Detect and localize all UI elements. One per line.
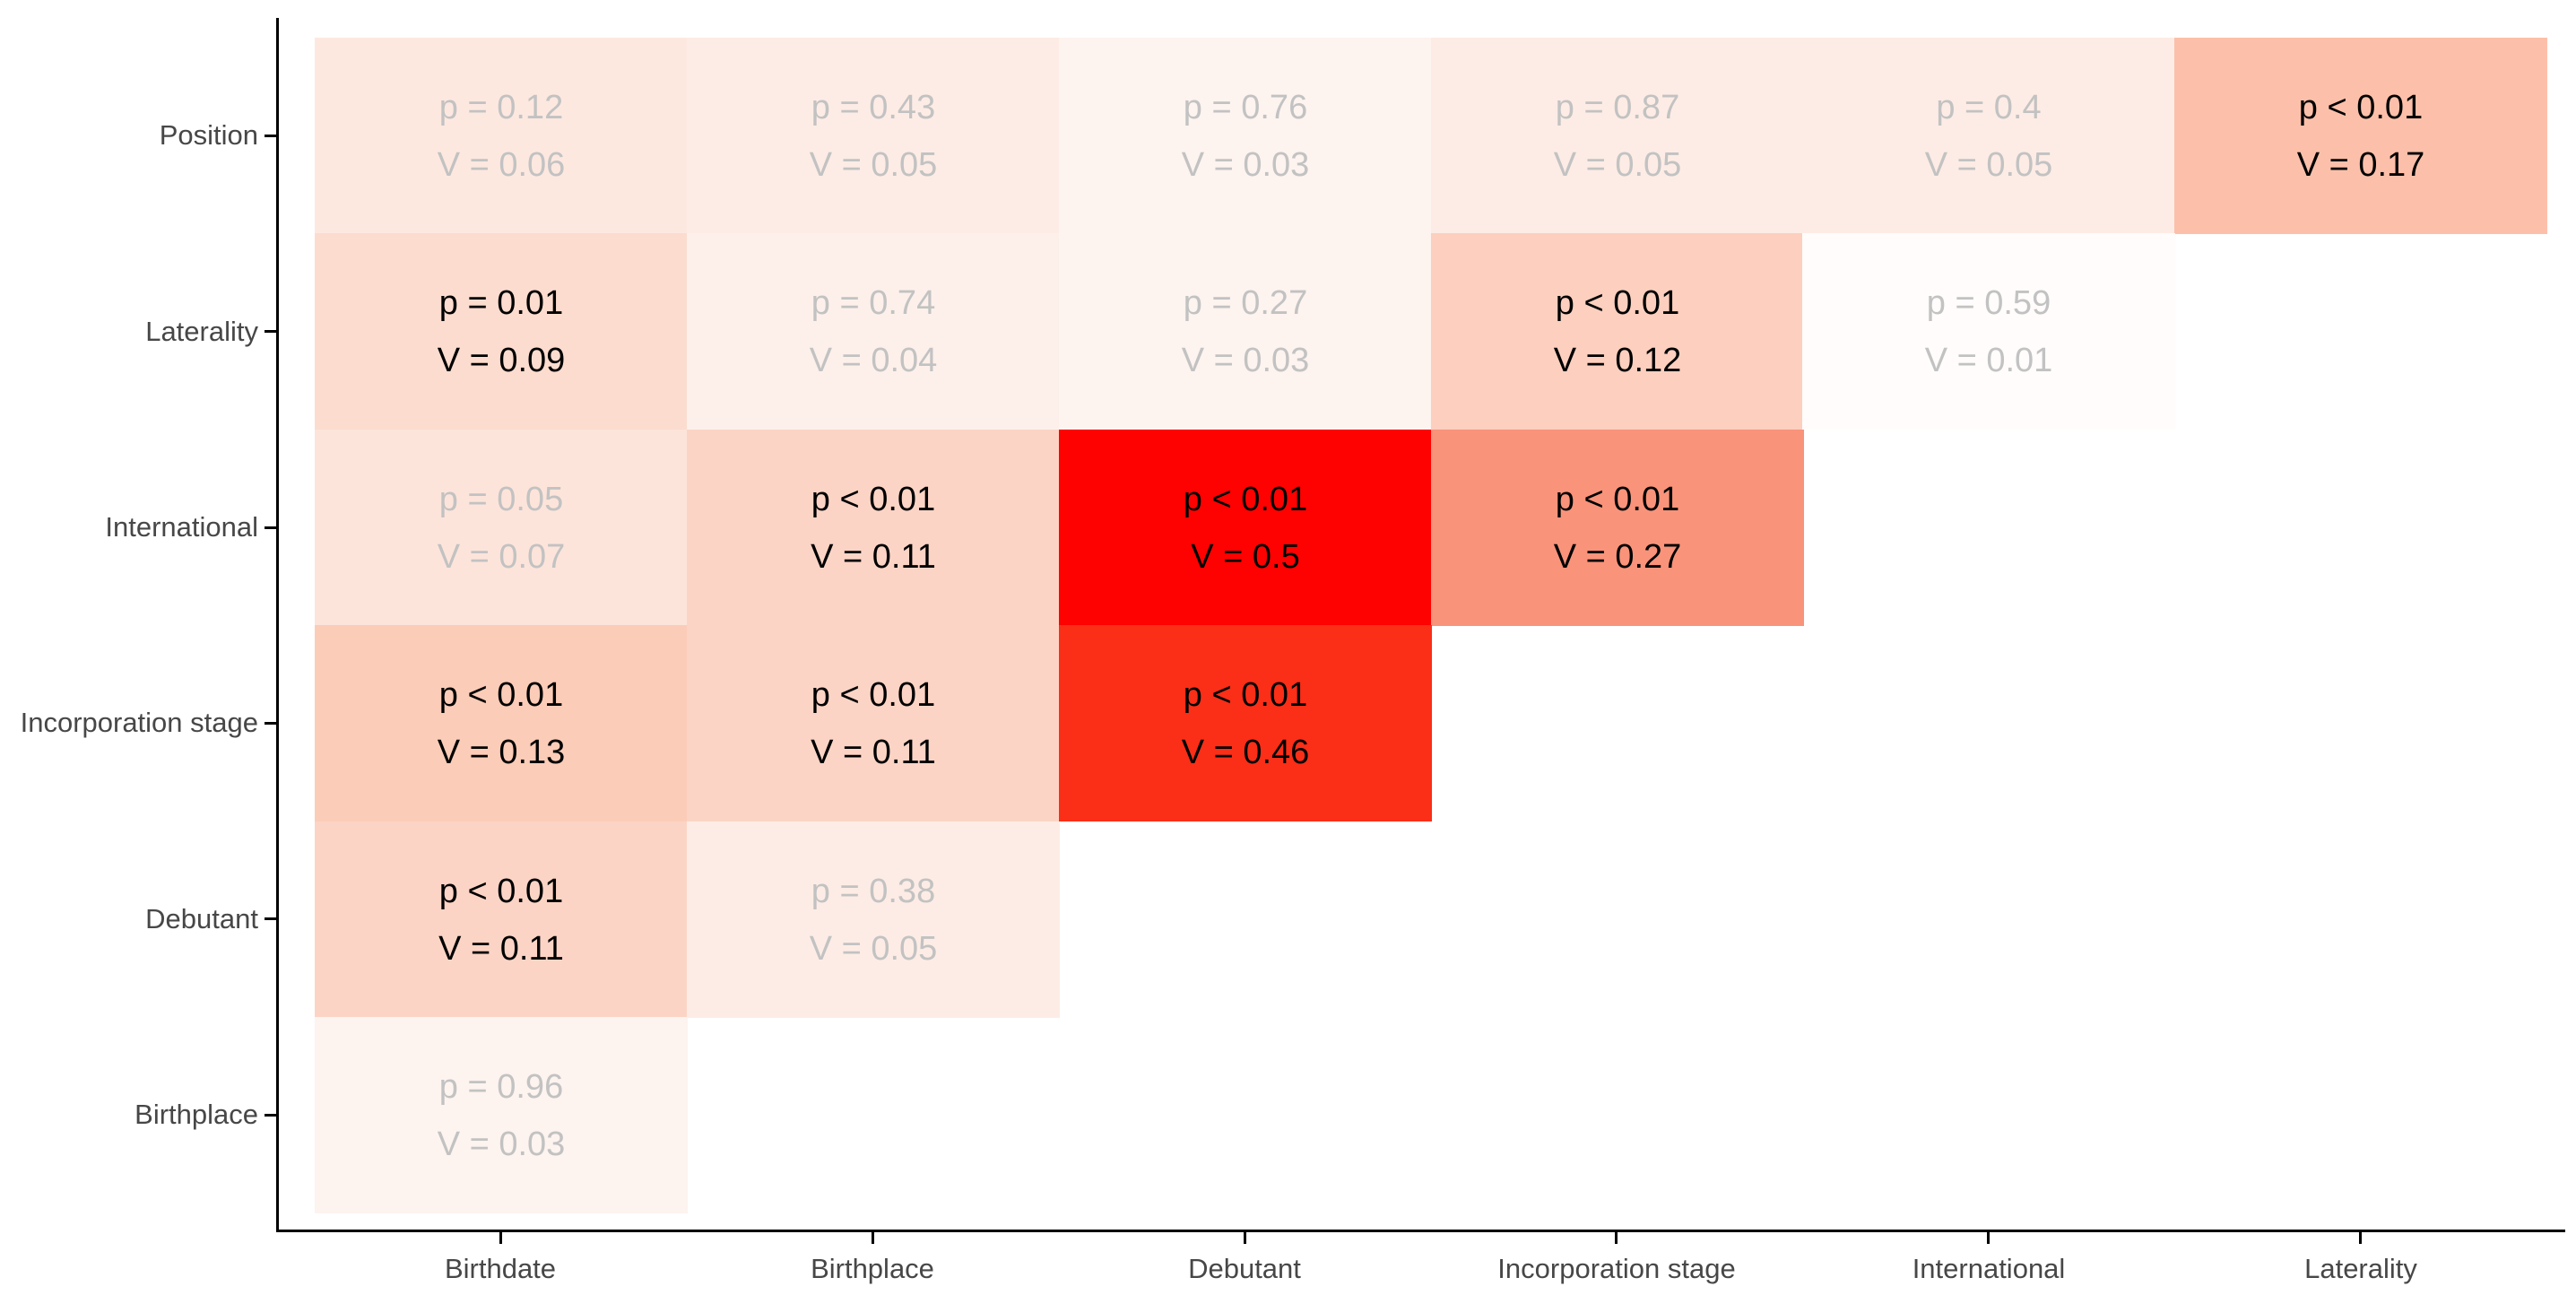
y-tick-mark-laterality (265, 330, 279, 333)
y-axis-label-incorporation-stage: Incorporation stage (20, 707, 258, 738)
cell-p-value: p = 0.74 (811, 283, 936, 322)
x-axis-label-laterality: Laterality (2304, 1253, 2417, 1284)
cell-p-value: p = 0.4 (1936, 88, 2042, 126)
heatmap-cell-laterality-incorporation-stage: p < 0.01 V = 0.12 (1431, 233, 1804, 430)
heatmap-cell-international-incorporation-stage: p < 0.01 V = 0.27 (1431, 430, 1804, 626)
y-axis-label-international: International (105, 511, 258, 543)
y-axis-label-position: Position (159, 119, 258, 151)
heatmap-cell-laterality-birthplace: p = 0.74 V = 0.04 (687, 233, 1060, 430)
cell-p-value: p < 0.01 (811, 675, 936, 714)
heatmap-cell-debutant-birthplace: p = 0.38 V = 0.05 (687, 821, 1060, 1018)
x-axis-label-international: International (1912, 1253, 2066, 1284)
cell-p-value: p < 0.01 (1555, 480, 1680, 518)
cell-p-value: p = 0.43 (811, 88, 936, 126)
cell-cramers-v-value: V = 0.05 (1553, 145, 1682, 184)
heatmap-cell-incorporation-stage-birthplace: p < 0.01 V = 0.11 (687, 625, 1060, 821)
cell-cramers-v-value: V = 0.03 (1181, 341, 1310, 379)
cell-cramers-v-value: V = 0.06 (437, 145, 566, 184)
y-tick-mark-position (265, 135, 279, 137)
y-tick-mark-incorporation-stage (265, 722, 279, 725)
cell-cramers-v-value: V = 0.03 (1181, 145, 1310, 184)
x-tick-mark-debutant (1244, 1230, 1246, 1244)
y-axis-label-laterality: Laterality (145, 316, 258, 347)
cell-cramers-v-value: V = 0.01 (1924, 341, 2053, 379)
heatmap-cell-position-international: p = 0.4 V = 0.05 (1802, 38, 2175, 234)
cell-cramers-v-value: V = 0.11 (811, 537, 936, 576)
x-axis-label-debutant: Debutant (1188, 1253, 1301, 1284)
x-axis-label-incorporation-stage: Incorporation stage (1497, 1253, 1736, 1284)
cell-p-value: p < 0.01 (438, 675, 564, 714)
heatmap-cell-birthplace-birthdate: p = 0.96 V = 0.03 (315, 1017, 688, 1213)
heatmap-cell-position-birthplace: p = 0.43 V = 0.05 (687, 38, 1060, 234)
cell-p-value: p < 0.01 (1183, 675, 1308, 714)
cell-cramers-v-value: V = 0.09 (437, 341, 566, 379)
heatmap-cell-laterality-international: p = 0.59 V = 0.01 (1802, 233, 2175, 430)
cell-cramers-v-value: V = 0.11 (811, 733, 936, 771)
x-tick-mark-birthplace (872, 1230, 874, 1244)
cell-cramers-v-value: V = 0.11 (438, 929, 564, 968)
cell-cramers-v-value: V = 0.13 (437, 733, 566, 771)
x-tick-mark-international (1987, 1230, 1990, 1244)
x-tick-mark-laterality (2359, 1230, 2362, 1244)
cell-cramers-v-value: V = 0.27 (1553, 537, 1682, 576)
cell-p-value: p = 0.38 (811, 872, 936, 910)
cell-cramers-v-value: V = 0.46 (1181, 733, 1310, 771)
cell-cramers-v-value: V = 0.12 (1553, 341, 1682, 379)
y-axis-label-birthplace: Birthplace (134, 1099, 258, 1130)
cell-cramers-v-value: V = 0.05 (1924, 145, 2053, 184)
x-axis-label-birthdate: Birthdate (444, 1253, 557, 1284)
cell-cramers-v-value: V = 0.17 (2296, 145, 2425, 184)
heatmap-cell-laterality-debutant: p = 0.27 V = 0.03 (1059, 233, 1432, 430)
cell-p-value: p < 0.01 (2298, 88, 2424, 126)
heatmap-cell-international-birthdate: p = 0.05 V = 0.07 (315, 430, 688, 626)
x-tick-mark-incorporation-stage (1615, 1230, 1618, 1244)
heatmap-cell-laterality-birthdate: p = 0.01 V = 0.09 (315, 233, 688, 430)
x-tick-mark-birthdate (499, 1230, 502, 1244)
heatmap-cell-incorporation-stage-debutant: p < 0.01 V = 0.46 (1059, 625, 1432, 821)
y-tick-mark-birthplace (265, 1114, 279, 1117)
x-axis-label-birthplace: Birthplace (811, 1253, 934, 1284)
heatmap-cell-international-debutant: p < 0.01 V = 0.5 (1059, 430, 1432, 626)
cell-cramers-v-value: V = 0.5 (1191, 537, 1300, 576)
y-axis-label-debutant: Debutant (145, 903, 258, 934)
cell-p-value: p < 0.01 (1555, 283, 1680, 322)
cell-p-value: p = 0.59 (1926, 283, 2051, 322)
cell-cramers-v-value: V = 0.05 (809, 145, 938, 184)
cell-p-value: p = 0.01 (438, 283, 564, 322)
y-tick-mark-international (265, 526, 279, 529)
cell-p-value: p = 0.76 (1183, 88, 1308, 126)
cell-cramers-v-value: V = 0.03 (437, 1125, 566, 1163)
cell-p-value: p = 0.05 (438, 480, 564, 518)
x-axis-line (276, 1230, 2565, 1232)
cell-p-value: p = 0.12 (438, 88, 564, 126)
heatmap-cell-debutant-birthdate: p < 0.01 V = 0.11 (315, 821, 688, 1018)
cell-cramers-v-value: V = 0.07 (437, 537, 566, 576)
cell-p-value: p = 0.27 (1183, 283, 1308, 322)
heatmap-cell-position-birthdate: p = 0.12 V = 0.06 (315, 38, 688, 234)
cell-p-value: p = 0.87 (1555, 88, 1680, 126)
cell-p-value: p < 0.01 (438, 872, 564, 910)
y-axis-line (276, 18, 279, 1232)
y-tick-mark-debutant (265, 917, 279, 920)
cell-p-value: p = 0.96 (438, 1067, 564, 1106)
heatmap-cell-incorporation-stage-birthdate: p < 0.01 V = 0.13 (315, 625, 688, 821)
heatmap-cell-position-laterality: p < 0.01 V = 0.17 (2174, 38, 2547, 234)
cell-cramers-v-value: V = 0.04 (809, 341, 938, 379)
cell-p-value: p < 0.01 (1183, 480, 1308, 518)
heatmap-cell-position-incorporation-stage: p = 0.87 V = 0.05 (1431, 38, 1804, 234)
cell-p-value: p < 0.01 (811, 480, 936, 518)
heatmap-cell-position-debutant: p = 0.76 V = 0.03 (1059, 38, 1432, 234)
cell-cramers-v-value: V = 0.05 (809, 929, 938, 968)
heatmap-cell-international-birthplace: p < 0.01 V = 0.11 (687, 430, 1060, 626)
